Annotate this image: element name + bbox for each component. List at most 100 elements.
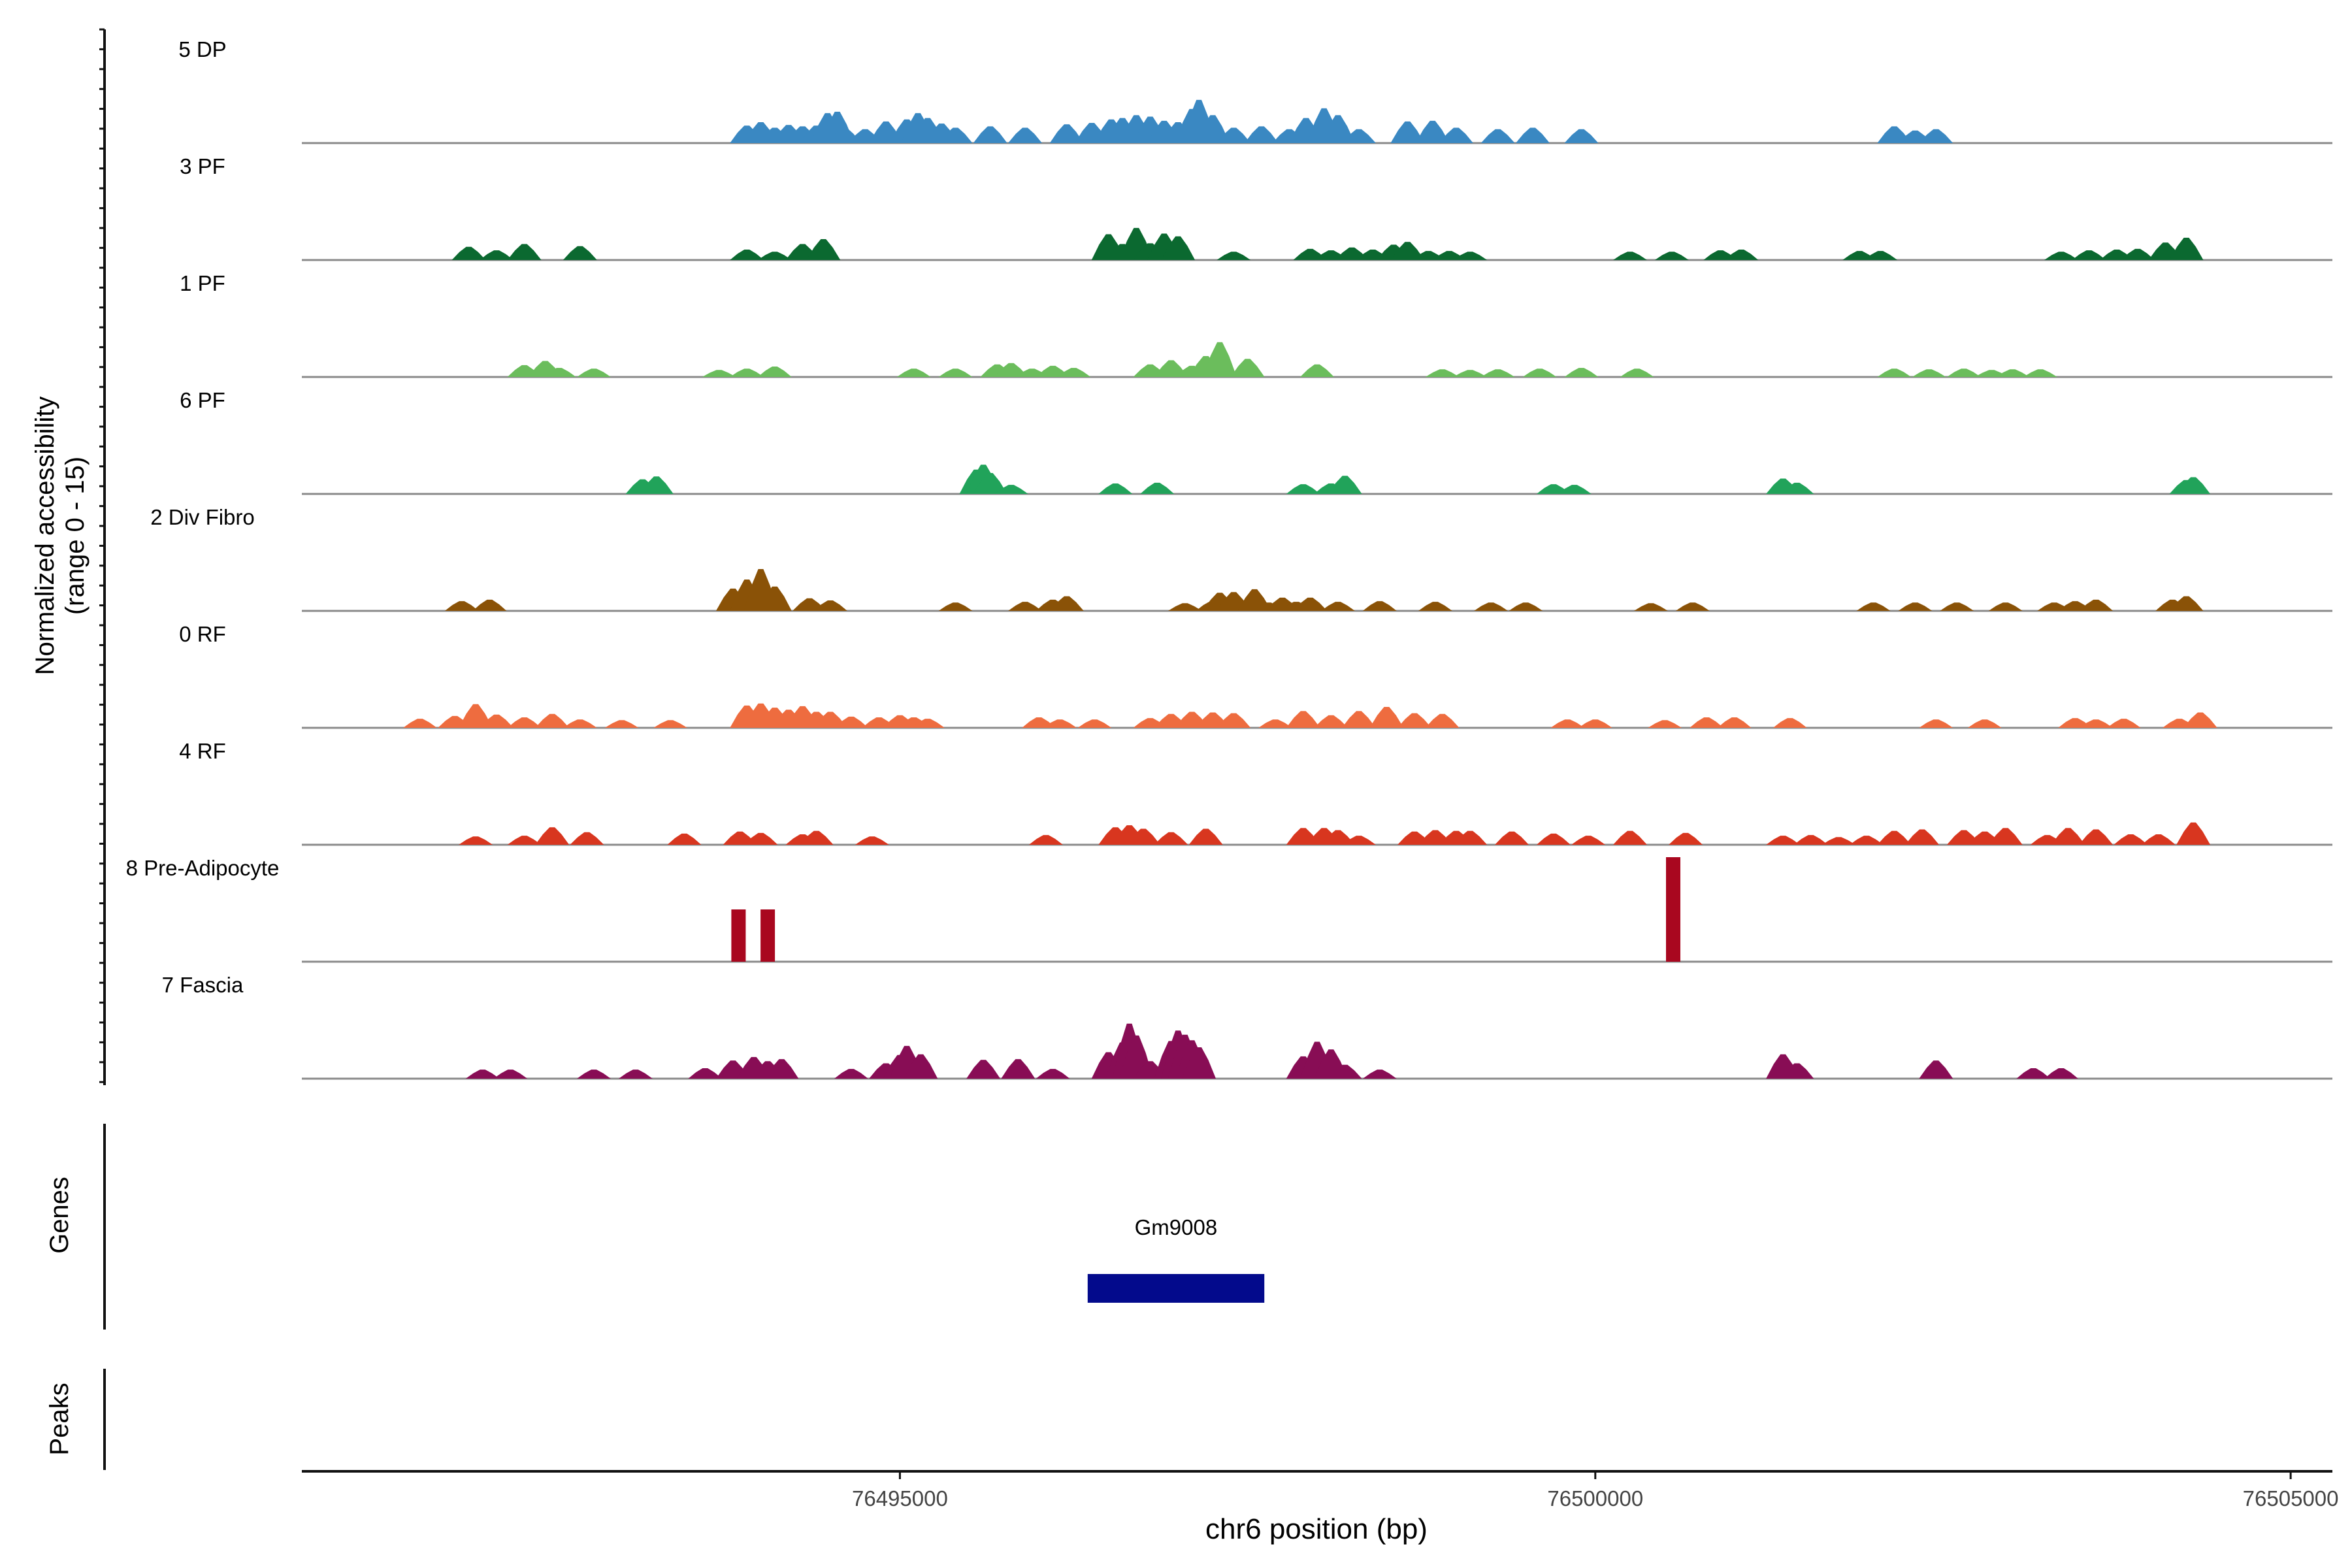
coverage-peak [1168,603,1202,611]
coverage-peak [1320,830,1355,845]
coverage-peak [1425,713,1460,728]
gene-model-gm9008 [1087,1274,1265,1303]
x-axis-label: chr6 position (bp) [1205,1513,1428,1545]
coverage-peak [480,714,514,728]
coverage-peak [1480,129,1515,143]
coverage-peak [1522,368,1557,377]
coverage-peak [1300,364,1334,377]
coverage-peak [1509,602,1543,611]
coverage-peak [1418,602,1452,611]
coverage-peak [465,1070,500,1079]
coverage-peak [1724,250,1759,260]
coverage-peak [2183,712,2217,728]
coverage-peak [2176,477,2211,494]
coverage-peak [2044,252,2078,260]
coverage-peak [1453,830,1488,845]
coverage-peak [2072,250,2106,260]
coverage-peak [1154,360,1188,377]
coverage-peak [1203,342,1237,377]
coverage-peak [966,1060,1001,1079]
coverage-peak [855,836,889,845]
track-6-pf: 6 PF [180,388,2332,495]
x-tick-label: 76500000 [1547,1486,1643,1511]
coverage-peak [1578,719,1612,728]
track-0-rf: 0 RF [179,622,2332,729]
coverage-peak [730,250,764,260]
coverage-peak [1328,476,1362,494]
coverage-peak [2016,1068,2051,1079]
coverage-peak [1690,717,1724,728]
coverage-peak [493,1070,528,1079]
coverage-peak [542,368,576,377]
coverage-peak [1341,836,1376,845]
track-label: 3 PF [180,154,225,178]
coverage-peak [507,717,542,728]
gene-label-gm9008: Gm9008 [1135,1215,1218,1239]
coverage-peak [1390,242,1425,260]
coverage-peak [2051,828,2085,845]
coverage-peak [2106,719,2141,728]
coverage-peak [1314,715,1348,728]
coverage-peak [1550,719,1585,728]
peaks-panel: Peaks [45,1369,106,1470]
x-tick-label: 76505000 [2243,1486,2339,1511]
coverage-peak [834,716,868,728]
coverage-peak [1654,252,1689,260]
coverage-peak [1516,127,1550,143]
coverage-peak [535,713,570,728]
track-label: 4 RF [179,739,226,763]
coverage-peak [764,1059,799,1079]
coverage-peak [1397,713,1431,728]
coverage-peak [938,127,973,143]
coverage-peak [1620,368,1654,377]
coverage-peak [1474,602,1509,611]
coverage-peak [1717,717,1752,728]
coverage-peak [1633,603,1668,611]
coverage-peak [402,719,437,728]
coverage-peak [459,836,493,845]
coverage-peak [1613,252,1647,260]
coverage-peak [2079,599,2114,611]
coverage-peak [1390,121,1425,143]
coverage-peak [973,473,1007,494]
coverage-peak [1905,829,1939,845]
coverage-peak [994,485,1028,494]
coverage-peak [730,368,764,377]
coverage-peak [604,720,639,728]
track-7-fascia: 7 Fascia [162,973,2332,1080]
coverage-peak [1666,857,1680,962]
track-5-dp: 5 DP [178,37,2332,144]
coverage-peak [2079,719,2114,728]
coverage-peak [2044,1068,2078,1079]
coverage-peak [1780,482,1814,494]
coverage-peak [451,246,486,260]
coverage-peak [938,602,973,611]
coverage-peak [653,720,688,728]
coverage-peak [1008,127,1042,143]
track-label: 6 PF [180,388,225,412]
coverage-peak [1967,719,2002,728]
coverage-peak [1049,124,1084,143]
coverage-peak [2141,834,2176,845]
coverage-peak [1536,833,1571,845]
coverage-peak [577,368,611,377]
coverage-peak [1341,711,1376,728]
coverage-peak [1772,718,1807,728]
coverage-peak [799,830,834,845]
coverage-peak [806,239,841,260]
coverage-peak [1669,832,1703,845]
track-3-pf: 3 PF [180,154,2332,261]
coverage-peak [1293,597,1328,611]
coverage-peak [1988,828,2023,845]
coverage-peak [618,1070,653,1079]
coverage-peak [577,1070,611,1079]
coverage-peak [1001,1059,1036,1079]
coverage-peak [639,476,674,494]
coverage-peak [834,1069,868,1079]
track-label: 8 Pre-Adipocyte [126,856,280,880]
track-2-div-fibro: 2 Div Fibro [150,505,2332,612]
genes-panel: Genes Gm9008 [45,1124,1265,1330]
coverage-peak [1439,127,1473,143]
coverage-peak [1648,720,1682,728]
coverage-peak [1877,368,1912,377]
